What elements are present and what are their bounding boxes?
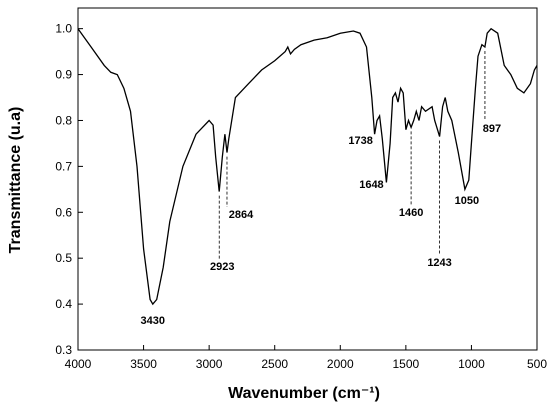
x-tick-label: 500	[527, 357, 547, 371]
y-tick-label: 0.7	[55, 159, 72, 173]
y-tick-label: 0.5	[55, 251, 72, 265]
x-tick-label: 3500	[130, 357, 157, 371]
y-axis-title: Transmittance (u.a)	[7, 107, 24, 254]
x-tick-label: 4000	[65, 357, 92, 371]
x-tick-label: 2500	[261, 357, 288, 371]
x-tick-label: 3000	[196, 357, 223, 371]
y-tick-label: 0.9	[55, 68, 72, 82]
x-tick-label: 1500	[393, 357, 420, 371]
peak-label: 1460	[399, 207, 423, 219]
x-tick-label: 1000	[458, 357, 485, 371]
peak-label: 2864	[229, 209, 254, 221]
peak-label: 897	[483, 123, 501, 135]
y-tick-label: 0.4	[55, 297, 72, 311]
y-tick-label: 1.0	[55, 22, 72, 36]
y-tick-label: 0.6	[55, 205, 72, 219]
y-tick-label: 0.8	[55, 113, 72, 127]
y-tick-label: 0.3	[55, 343, 72, 357]
peak-label: 1243	[427, 257, 451, 269]
peak-label: 3430	[141, 315, 165, 327]
peak-label: 2923	[210, 261, 234, 273]
x-axis-title: Wavenumber (cm⁻¹)	[228, 385, 380, 402]
peak-label: 1648	[359, 179, 383, 191]
x-tick-label: 2000	[327, 357, 354, 371]
peak-label: 1050	[455, 195, 479, 207]
spectrum-line	[77, 27, 538, 306]
plot-frame	[77, 7, 538, 351]
peak-label: 1738	[348, 135, 372, 147]
